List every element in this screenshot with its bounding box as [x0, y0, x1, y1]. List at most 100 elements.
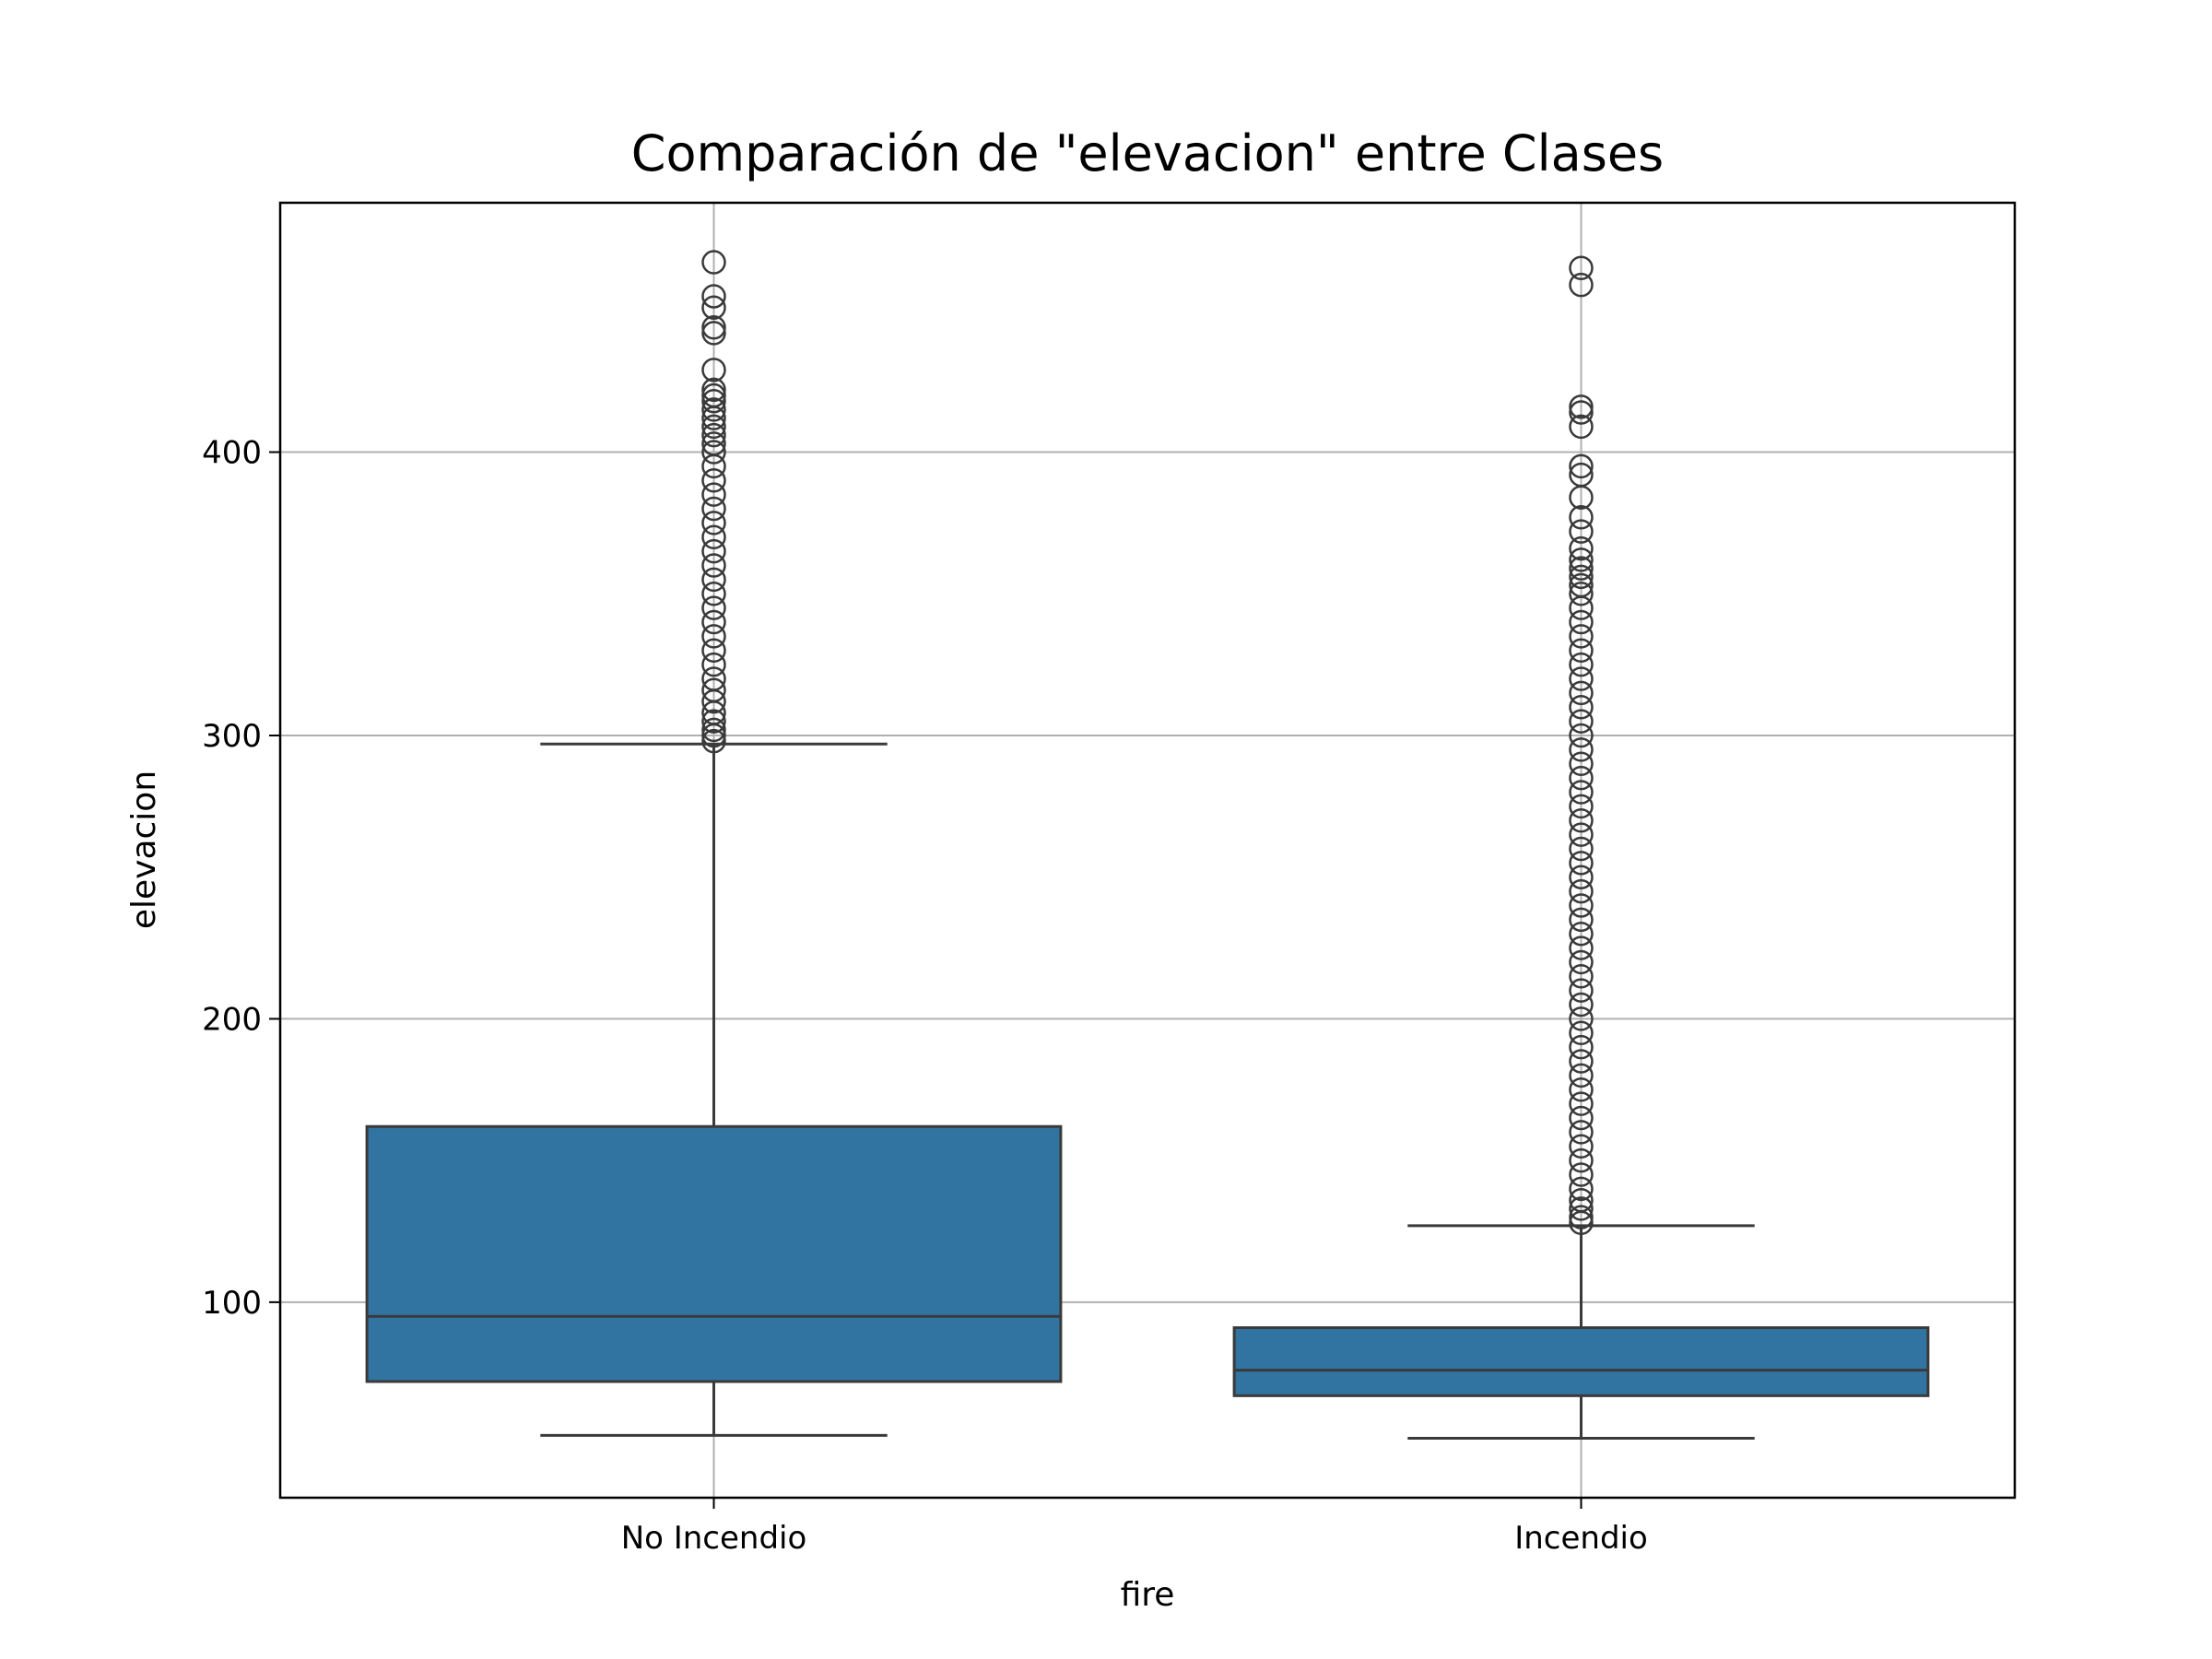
outlier-point [1569, 1091, 1594, 1116]
outlier-point [1569, 1176, 1594, 1202]
outlier-point [1569, 1063, 1594, 1088]
outlier-point [1569, 1162, 1594, 1187]
axis-ticks: 100 200 300 400 No Incendio Incendio [202, 435, 1648, 1557]
outlier-point [1569, 765, 1594, 791]
outlier-point [1569, 737, 1594, 762]
outlier-point [701, 422, 726, 448]
outlier-point [1569, 666, 1594, 691]
outlier-point [701, 468, 726, 493]
iqr-box [1232, 1326, 1930, 1397]
outlier-point [701, 431, 726, 456]
outlier-point [1569, 935, 1594, 960]
outlier-point [1569, 272, 1594, 298]
outlier-point [1569, 794, 1594, 819]
outlier-point [701, 482, 726, 507]
outlier-point [1569, 453, 1594, 479]
outlier-point [701, 567, 726, 593]
outlier-point [1569, 609, 1594, 635]
outlier-point [1569, 1077, 1594, 1102]
outlier-point [1569, 964, 1594, 989]
outlier-point [701, 440, 726, 465]
outlier-point [1569, 680, 1594, 706]
outlier-point [1569, 723, 1594, 748]
box-group-no-incendio [365, 250, 1063, 1437]
outlier-point [1569, 751, 1594, 776]
outlier-point [1569, 414, 1594, 440]
outlier-point [1569, 1105, 1594, 1131]
outlier-point [1569, 556, 1594, 581]
x-axis-label: fire [1121, 1576, 1175, 1614]
outlier-point [701, 321, 726, 346]
outlier-point [1569, 638, 1594, 664]
y-tick-label: 300 [202, 718, 262, 755]
outlier-point [1569, 652, 1594, 677]
outlier-point [701, 652, 726, 677]
outlier-point [1569, 564, 1594, 590]
outlier-point [1569, 949, 1594, 975]
outlier-point [1569, 394, 1594, 419]
outlier-point [1569, 992, 1594, 1018]
outlier-point [701, 496, 726, 522]
outlier-point [1569, 1034, 1594, 1060]
outlier-point [1569, 505, 1594, 530]
y-axis-label: elevacion [125, 771, 163, 929]
outlier-point [1569, 1049, 1594, 1074]
outlier-point [1569, 1134, 1594, 1159]
outlier-point [701, 382, 726, 408]
outlier-point [701, 609, 726, 635]
plot-frame [278, 201, 2017, 1500]
outlier-point [1569, 878, 1594, 904]
outlier-point [701, 709, 726, 734]
outlier-point [701, 250, 726, 275]
x-tick-label: No Incendio [621, 1520, 807, 1557]
outlier-point [1569, 255, 1594, 280]
outlier-point [1569, 865, 1594, 889]
outlier-point [1569, 462, 1594, 488]
outlier-point [1569, 907, 1594, 933]
outlier-point [701, 624, 726, 649]
outlier-point [701, 511, 726, 535]
outlier-point [701, 388, 726, 414]
outlier-point [1569, 780, 1594, 805]
outlier-point [1569, 694, 1594, 720]
chart-title: Comparación de "elevacion" entre Clases [631, 124, 1664, 182]
outlier-point [1569, 807, 1594, 833]
outlier-point [1569, 582, 1594, 606]
outlier-point [701, 677, 726, 703]
y-tick-label: 400 [202, 435, 262, 472]
outlier-point [701, 524, 726, 550]
outlier-point [1569, 851, 1594, 876]
outlier-point [701, 595, 726, 620]
outlier-point [1569, 836, 1594, 862]
outlier-point [1569, 1205, 1594, 1230]
outlier-point [701, 414, 726, 440]
box-marks [365, 250, 1930, 1440]
outlier-point [701, 728, 726, 754]
outlier-point [1569, 572, 1594, 598]
outlier-point [701, 284, 726, 309]
outlier-point [1569, 978, 1594, 1003]
y-tick-label: 200 [202, 1001, 262, 1038]
outlier-point [1569, 400, 1594, 425]
outlier-point [1569, 822, 1594, 847]
outlier-point [701, 397, 726, 422]
y-tick-label: 100 [202, 1285, 262, 1322]
outlier-point [1569, 547, 1594, 572]
outlier-point [1569, 1006, 1594, 1031]
outlier-point [1569, 709, 1594, 734]
outlier-point [701, 295, 726, 321]
outlier-point [1569, 1120, 1594, 1145]
outlier-point [701, 638, 726, 664]
outlier-point [1569, 1187, 1594, 1213]
outlier-point [701, 315, 726, 340]
outlier-point [701, 582, 726, 606]
outlier-point [1569, 893, 1594, 918]
outlier-point [1569, 921, 1594, 947]
outlier-point [1569, 624, 1594, 649]
outlier-point [1569, 1196, 1594, 1221]
outlier-point [1569, 1147, 1594, 1173]
outlier-point [701, 538, 726, 564]
outlier-point [701, 553, 726, 578]
iqr-box [365, 1124, 1063, 1383]
